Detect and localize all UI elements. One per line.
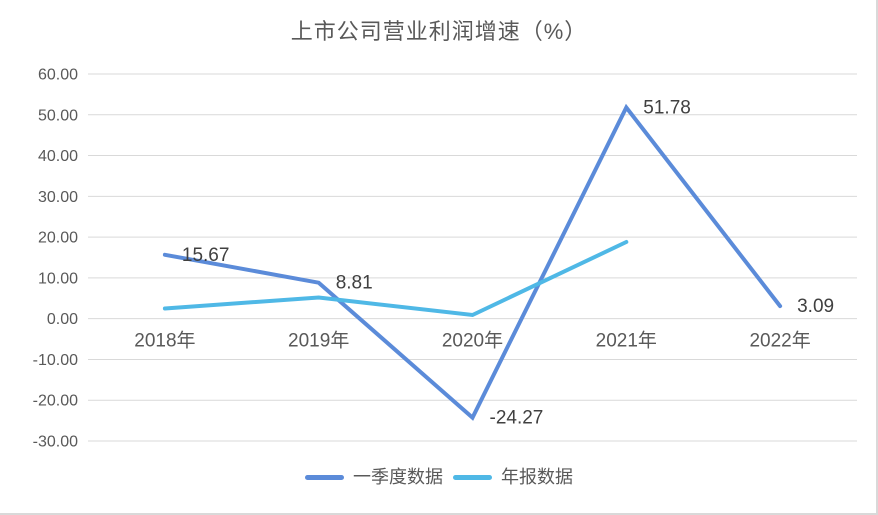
data-label: 15.67 <box>182 245 230 266</box>
y-tick-label: 40.00 <box>38 148 78 165</box>
data-label: 3.09 <box>797 296 834 317</box>
y-tick-label: 30.00 <box>38 189 78 206</box>
data-label: 8.81 <box>336 273 373 294</box>
chart-title: 上市公司营业利润增速（%） <box>290 19 588 44</box>
legend-label: 年报数据 <box>501 467 573 487</box>
y-tick-label: 50.00 <box>38 107 78 124</box>
y-tick-label: 20.00 <box>38 230 78 247</box>
y-tick-label: -20.00 <box>33 393 78 410</box>
legend-swatch-icon <box>305 474 344 480</box>
x-tick-label: 2022年 <box>749 330 810 352</box>
data-label: 51.78 <box>643 98 691 119</box>
y-tick-label: 10.00 <box>38 270 78 287</box>
series-line-1 <box>162 240 629 318</box>
legend-item-1: 年报数据 <box>453 468 573 486</box>
x-tick-label: 2020年 <box>442 330 503 352</box>
y-tick-label: 60.00 <box>38 67 78 84</box>
y-tick-label: 0.00 <box>47 311 78 328</box>
x-tick-label: 2018年 <box>134 330 195 352</box>
legend-swatch-icon <box>453 474 492 480</box>
data-label: -24.27 <box>490 408 544 429</box>
x-tick-label: 2021年 <box>596 330 657 352</box>
y-tick-label: -10.00 <box>33 352 78 369</box>
x-tick-label: 2019年 <box>288 330 349 352</box>
series-line-0 <box>162 103 783 421</box>
legend-label: 一季度数据 <box>353 467 443 487</box>
chart-legend: 一季度数据 年报数据 <box>0 468 878 486</box>
legend-item-0: 一季度数据 <box>305 468 443 486</box>
y-tick-label: -30.00 <box>33 434 78 451</box>
